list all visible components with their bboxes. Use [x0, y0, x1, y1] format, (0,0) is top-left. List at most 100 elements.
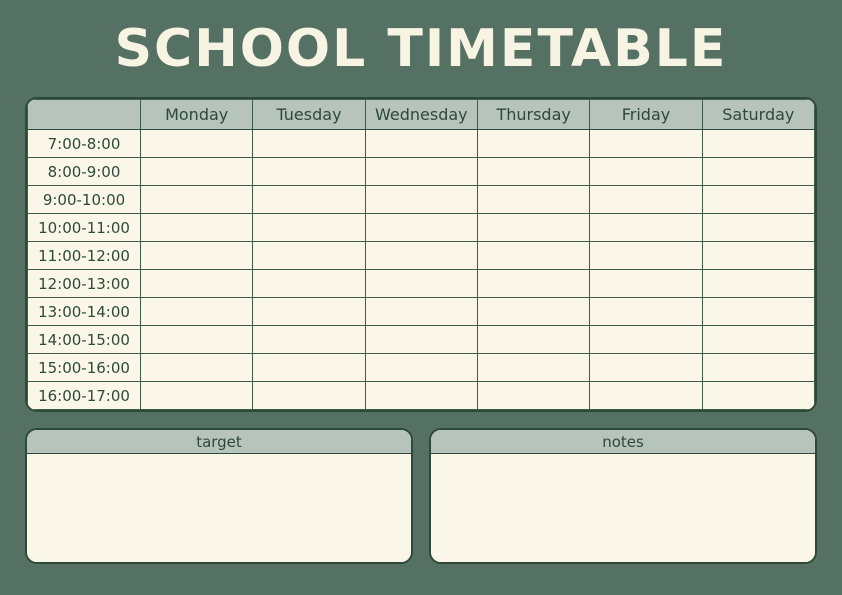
- timetable-cell[interactable]: [139, 381, 254, 410]
- timetable-cell[interactable]: [701, 269, 815, 298]
- time-slot-label: 14:00-15:00: [27, 325, 141, 354]
- timetable-cell[interactable]: [589, 353, 703, 382]
- time-slot-label: 9:00-10:00: [27, 185, 141, 214]
- timetable-cell[interactable]: [701, 213, 815, 242]
- timetable-cell[interactable]: [476, 213, 591, 242]
- timetable-cell[interactable]: [252, 381, 366, 410]
- timetable-cell[interactable]: [252, 157, 366, 186]
- target-panel-label: target: [196, 432, 242, 451]
- target-panel-header: target: [27, 430, 411, 454]
- timetable-cell[interactable]: [589, 157, 703, 186]
- timetable-cell[interactable]: [364, 213, 478, 242]
- timetable-cell[interactable]: [701, 157, 815, 186]
- timetable-cell[interactable]: [589, 129, 703, 158]
- time-slot-label: 10:00-11:00: [27, 213, 141, 242]
- timetable-cell[interactable]: [589, 297, 703, 326]
- timetable-cell[interactable]: [476, 185, 591, 214]
- timetable-cell[interactable]: [252, 297, 366, 326]
- timetable-cell[interactable]: [364, 157, 478, 186]
- timetable-cell[interactable]: [701, 241, 815, 270]
- timetable-cell[interactable]: [252, 269, 366, 298]
- timetable-cell[interactable]: [364, 325, 478, 354]
- timetable-row: 7:00-8:00: [27, 129, 815, 158]
- timetable-cell[interactable]: [701, 297, 815, 326]
- timetable-cell[interactable]: [364, 129, 478, 158]
- timetable-row: 9:00-10:00: [27, 185, 815, 214]
- timetable-row: 11:00-12:00: [27, 241, 815, 270]
- timetable-cell[interactable]: [476, 325, 591, 354]
- timetable-row: 16:00-17:00: [27, 381, 815, 410]
- target-panel-body[interactable]: [27, 454, 411, 562]
- timetable-cell[interactable]: [139, 297, 254, 326]
- timetable-cell[interactable]: [476, 381, 591, 410]
- notes-panel: notes: [429, 428, 817, 564]
- timetable-cell[interactable]: [476, 269, 591, 298]
- timetable-cell[interactable]: [252, 129, 366, 158]
- timetable-cell[interactable]: [589, 185, 703, 214]
- day-header-thursday: Thursday: [476, 99, 591, 130]
- timetable-row: 10:00-11:00: [27, 213, 815, 242]
- timetable-header: Monday Tuesday Wednesday Thursday Friday Satu…: [27, 99, 815, 130]
- timetable-cell[interactable]: [252, 325, 366, 354]
- day-header-friday: Friday: [589, 99, 703, 130]
- timetable-cell[interactable]: [476, 157, 591, 186]
- timetable-cell[interactable]: [589, 269, 703, 298]
- day-header-row: Monday Tuesday Wednesday Thursday Friday Satu…: [27, 99, 815, 130]
- timetable-cell[interactable]: [589, 241, 703, 270]
- timetable-row: 12:00-13:00: [27, 269, 815, 298]
- timetable-cell[interactable]: [701, 353, 815, 382]
- timetable-cell[interactable]: [589, 213, 703, 242]
- timetable-grid: Monday Tuesday Wednesday Thursday Friday Satu…: [27, 99, 815, 410]
- timetable-cell[interactable]: [139, 157, 254, 186]
- timetable-cell[interactable]: [364, 269, 478, 298]
- timetable-cell[interactable]: [701, 381, 815, 410]
- time-slot-label: 16:00-17:00: [27, 381, 141, 410]
- day-header-wednesday: Wednesday: [364, 99, 478, 130]
- timetable-cell[interactable]: [476, 241, 591, 270]
- timetable-cell[interactable]: [252, 353, 366, 382]
- timetable-cell[interactable]: [364, 381, 478, 410]
- target-panel: target: [25, 428, 413, 564]
- timetable: Monday Tuesday Wednesday Thursday Friday Satu…: [25, 97, 817, 412]
- timetable-cell[interactable]: [364, 185, 478, 214]
- timetable-cell[interactable]: [139, 213, 254, 242]
- timetable-cell[interactable]: [139, 269, 254, 298]
- corner-cell: [27, 99, 141, 130]
- timetable-cell[interactable]: [252, 185, 366, 214]
- page-title: SCHOOL TIMETABLE: [114, 18, 728, 79]
- timetable-cell[interactable]: [701, 129, 815, 158]
- notes-panel-header: notes: [431, 430, 815, 454]
- day-header-saturday: Saturday: [701, 99, 815, 130]
- timetable-cell[interactable]: [589, 381, 703, 410]
- timetable-cell[interactable]: [252, 213, 366, 242]
- bottom-panels: target notes: [25, 428, 817, 564]
- timetable-body: 7:00-8:00 8:00-9:00 9:00-10:00 10:00-11:00 1…: [27, 129, 815, 410]
- timetable-cell[interactable]: [364, 241, 478, 270]
- timetable-row: 13:00-14:00: [27, 297, 815, 326]
- timetable-cell[interactable]: [701, 185, 815, 214]
- timetable-cell[interactable]: [139, 353, 254, 382]
- timetable-cell[interactable]: [476, 297, 591, 326]
- timetable-cell[interactable]: [364, 353, 478, 382]
- notes-panel-body[interactable]: [431, 454, 815, 562]
- timetable-cell[interactable]: [701, 325, 815, 354]
- timetable-cell[interactable]: [139, 325, 254, 354]
- timetable-cell[interactable]: [252, 241, 366, 270]
- timetable-cell[interactable]: [364, 297, 478, 326]
- time-slot-label: 11:00-12:00: [27, 241, 141, 270]
- notes-panel-label: notes: [602, 432, 644, 451]
- timetable-row: 14:00-15:00: [27, 325, 815, 354]
- timetable-cell[interactable]: [139, 241, 254, 270]
- timetable-cell[interactable]: [476, 129, 591, 158]
- day-header-monday: Monday: [139, 99, 254, 130]
- time-slot-label: 13:00-14:00: [27, 297, 141, 326]
- timetable-cell[interactable]: [139, 185, 254, 214]
- timetable-cell[interactable]: [139, 129, 254, 158]
- time-slot-label: 12:00-13:00: [27, 269, 141, 298]
- day-header-tuesday: Tuesday: [252, 99, 366, 130]
- timetable-cell[interactable]: [476, 353, 591, 382]
- time-slot-label: 8:00-9:00: [27, 157, 141, 186]
- timetable-cell[interactable]: [589, 325, 703, 354]
- time-slot-label: 7:00-8:00: [27, 129, 141, 158]
